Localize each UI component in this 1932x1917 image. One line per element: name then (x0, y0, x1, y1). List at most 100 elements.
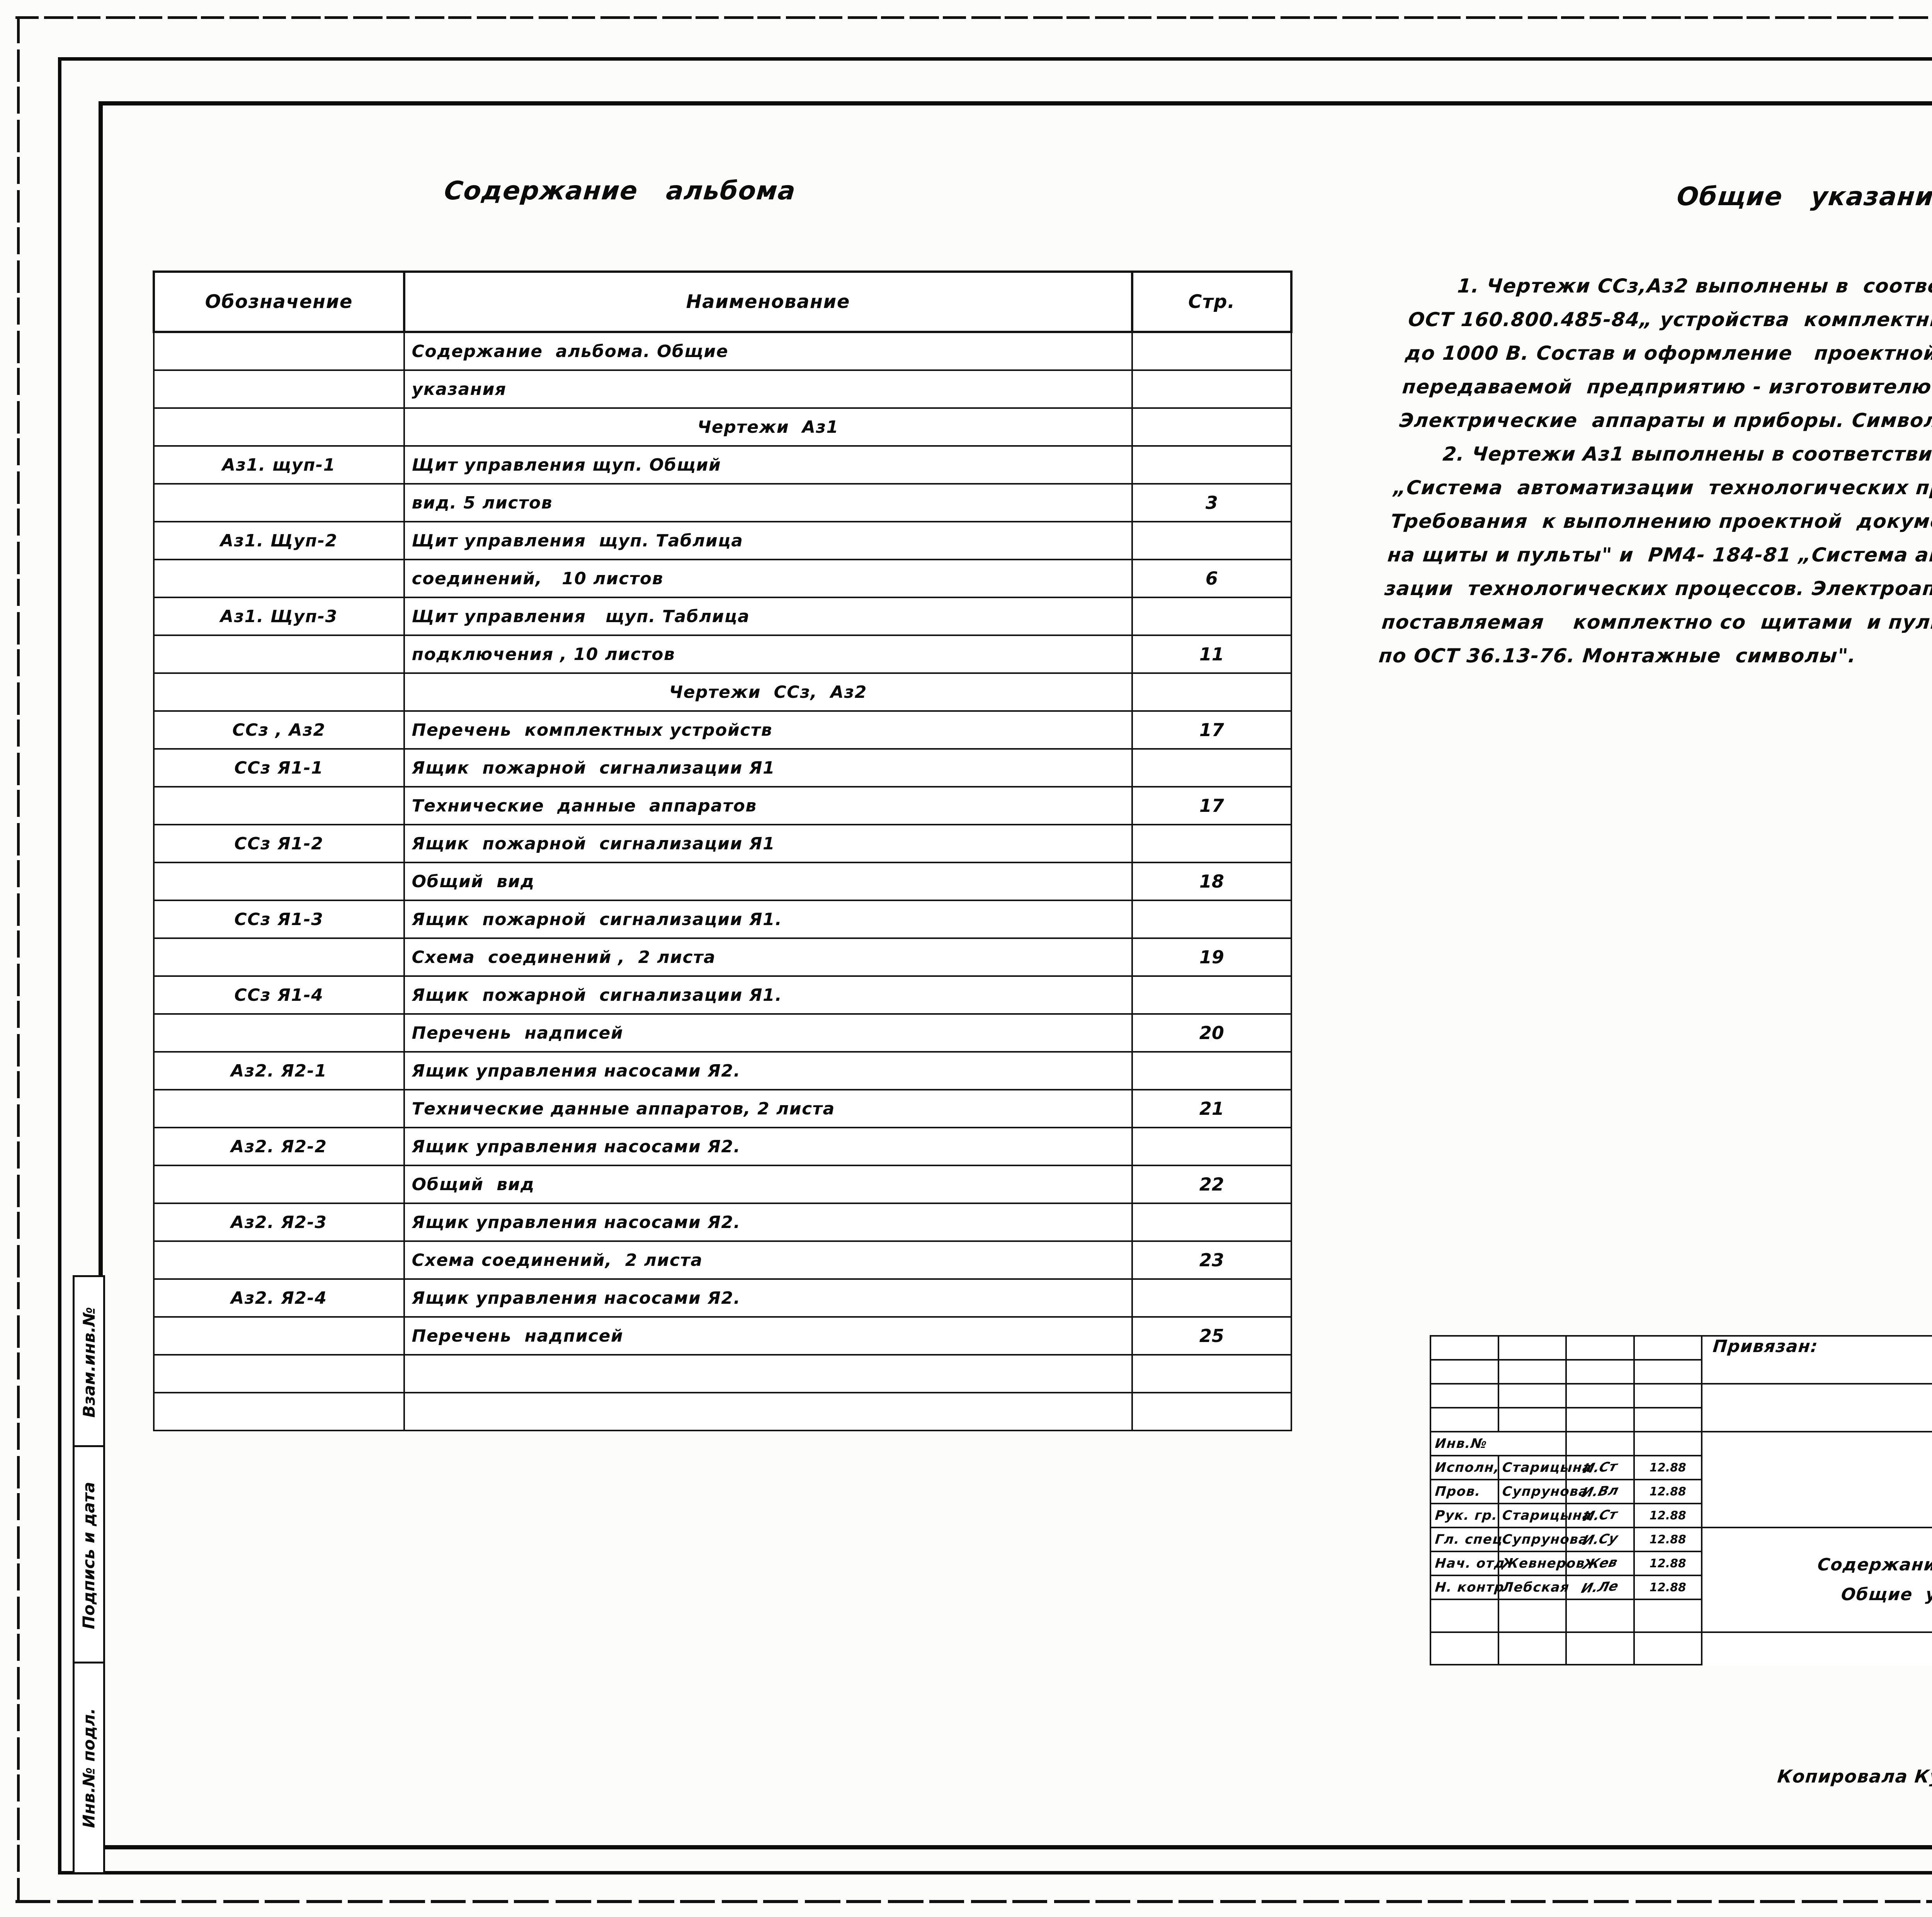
row-name: Технические данные аппаратов (403, 786, 1133, 825)
instruction-line: по ОСТ 36.13-76. Монтажные символы". (1378, 645, 1857, 667)
row-name: указания (403, 369, 1133, 409)
signature-row: Рук. гр. Старицына И.Ст 12.88 (1429, 1503, 1932, 1528)
instruction-line: на щиты и пульты" и РМ4- 184-81 „Система… (1386, 544, 1932, 566)
column-header-name: Наименование (403, 270, 1133, 333)
row-page: 6 (1131, 559, 1293, 598)
row-page (1131, 1392, 1293, 1431)
row-page: 20 (1131, 1013, 1293, 1053)
table-row: Общий вид 22 (153, 1165, 1293, 1204)
row-name: Ящик управления насосами Я2. (403, 1051, 1133, 1090)
row-name: Технические данные аппаратов, 2 листа (403, 1089, 1133, 1128)
inv-cell (1565, 1431, 1635, 1456)
row-name: Перечень надписей (403, 1316, 1133, 1356)
signature-name: Супрунова (1497, 1480, 1588, 1504)
row-name: Перечень надписей (403, 1013, 1133, 1053)
table-row: Общий вид 18 (153, 862, 1293, 901)
signature-name: Старицына (1497, 1456, 1592, 1480)
title-block-table: Привязан: (1429, 1335, 1932, 1666)
signature-mark: И.Вл (1565, 1479, 1635, 1504)
signature-date: 12.88 (1633, 1503, 1703, 1528)
signature-date: 12.88 (1633, 1455, 1703, 1480)
scan-edge-bottom (15, 1900, 1932, 1903)
tail-cell (1633, 1631, 1703, 1666)
rev-cell (1633, 1383, 1703, 1408)
column-header-page: Стр. (1131, 270, 1293, 333)
instruction-line: ОСТ 160.800.485-84„ устройства комплектн… (1407, 308, 1932, 331)
table-row: Аз1. Щуп-2 Щит управления щуп. Таблица (153, 521, 1293, 560)
table-row: вид. 5 листов 3 (153, 483, 1293, 522)
signature-date: 12.88 (1633, 1527, 1703, 1552)
row-page (1131, 1278, 1293, 1318)
margin-strip-label: Подпись и дата (79, 1482, 99, 1629)
row-name: Ящик пожарной сигнализации Я1. (403, 900, 1133, 939)
signature-mark: И.Су (1565, 1527, 1635, 1552)
row-page (1131, 407, 1293, 447)
row-designation: Аз1. Щуп-2 (153, 521, 405, 560)
row-page (1131, 521, 1293, 560)
row-page (1131, 1051, 1293, 1090)
contents-table: Обозначение Наименование Стр. Содержание… (153, 270, 1293, 1431)
stamp-row-rev-2 (1430, 1359, 1932, 1385)
signature-row: Гл. спец Супрунова И.Су 12.88 Содержание… (1429, 1527, 1932, 1632)
row-designation: ССз Я1-2 (153, 824, 405, 863)
rev-cell (1430, 1335, 1499, 1361)
table-row: Технические данные аппаратов, 2 листа 21 (153, 1089, 1293, 1128)
scan-edge-top (15, 16, 1932, 19)
row-name: Ящик пожарной сигнализации Я1. (403, 975, 1133, 1015)
tail-cell (1497, 1599, 1567, 1633)
signature-role: Исполн, (1429, 1456, 1500, 1480)
margin-strip-vzam-inv: Взам.инв.№ (73, 1275, 105, 1449)
scan-edge-left (17, 16, 20, 1902)
instruction-line: Требования к выполнению проектной докуме… (1389, 510, 1932, 532)
signature-date: 12.88 (1633, 1575, 1703, 1600)
row-designation: ССз Я1-4 (153, 975, 405, 1015)
row-name (403, 1354, 1133, 1393)
signature-row: Пров. Супрунова И.Вл 12.88 (1429, 1479, 1932, 1504)
tail-cell (1497, 1631, 1567, 1666)
row-designation (153, 1089, 405, 1128)
general-instructions-heading: Общие указания (1675, 182, 1932, 211)
rev-cell (1497, 1359, 1567, 1385)
row-name: Щит управления щуп. Таблица (403, 597, 1133, 636)
row-page (1131, 900, 1293, 939)
row-page (1131, 1354, 1293, 1393)
row-name: Ящик пожарной сигнализации Я1 (403, 748, 1133, 788)
row-designation (153, 862, 405, 901)
rev-cell (1565, 1407, 1635, 1432)
table-row: Аз1. Щуп-3 Щит управления щуп. Таблица (153, 597, 1293, 636)
signature-mark: Жев (1565, 1551, 1635, 1576)
signature-row: Исполн, Старицына И.Ст 12.88 (1429, 1455, 1932, 1480)
margin-strip-inv-podl: Инв.№ подл. (73, 1662, 105, 1874)
table-row: подключения , 10 листов 11 (153, 634, 1293, 674)
row-page: 3 (1131, 483, 1293, 522)
row-designation (153, 369, 405, 409)
row-name: Щит управления щуп. Таблица (403, 521, 1133, 560)
table-row: Аз2. Я2-2 Ящик управления насосами Я2. (153, 1127, 1293, 1166)
row-name: Ящик пожарной сигнализации Я1 (403, 824, 1133, 863)
row-designation: Аз2. Я2-1 (153, 1051, 405, 1090)
row-page (1131, 1203, 1293, 1242)
table-row: Чертежи ССз, Аз2 (153, 672, 1293, 712)
table-row (153, 1354, 1293, 1393)
column-header-designation: Обозначение (153, 270, 405, 333)
row-page: 17 (1131, 786, 1293, 825)
sheet-frame-outer (58, 57, 1932, 1874)
row-page (1131, 1127, 1293, 1166)
rev-cell (1633, 1359, 1703, 1385)
row-designation: Аз2. Я2-3 (153, 1203, 405, 1242)
instruction-line: до 1000 В. Состав и оформление проектной… (1404, 342, 1932, 364)
table-row: ССз Я1-4 Ящик пожарной сигнализации Я1. (153, 975, 1293, 1015)
signature-role: Нач. отд (1429, 1551, 1506, 1575)
row-designation: ССз , Аз2 (153, 710, 405, 750)
signature-role: Н. контр (1429, 1575, 1505, 1599)
row-page: 25 (1131, 1316, 1293, 1356)
signature-mark: И.Ст (1565, 1455, 1635, 1480)
row-name: Чертежи Аз1 (403, 407, 1133, 447)
row-page: 21 (1131, 1089, 1293, 1128)
row-designation: Аз1. щуп-1 (153, 445, 405, 485)
table-row: Схема соединений , 2 листа 19 (153, 937, 1293, 977)
tail-cell (1565, 1631, 1635, 1666)
row-page: 11 (1131, 634, 1293, 674)
table-row: Аз1. щуп-1 Щит управления щуп. Общий (153, 445, 1293, 485)
rev-cell (1565, 1359, 1635, 1385)
